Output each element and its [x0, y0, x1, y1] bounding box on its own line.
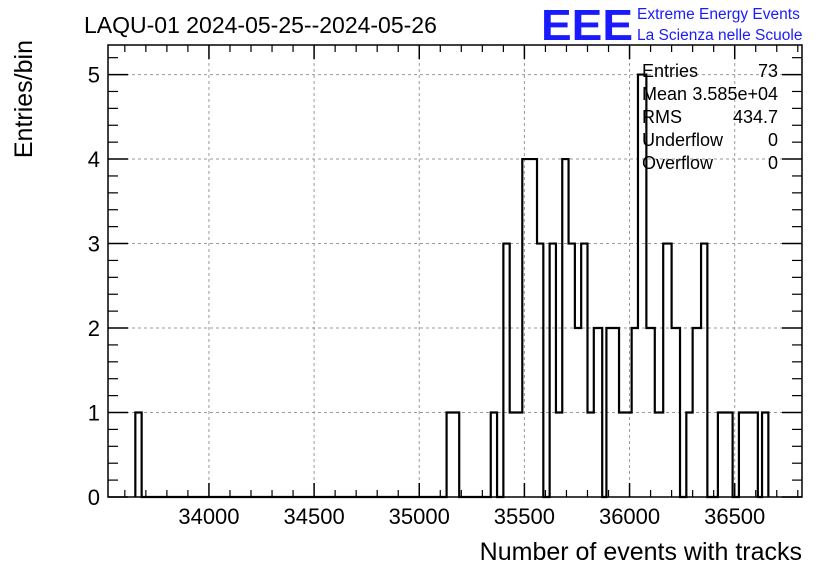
- logo-mark: EEE: [541, 1, 633, 50]
- histogram-bar: [581, 244, 587, 497]
- histogram-bar: [672, 328, 680, 497]
- stat-underflow-label: Underflow: [642, 130, 724, 150]
- x-tick-label: 34000: [178, 504, 239, 529]
- x-tick-label: 34500: [284, 504, 345, 529]
- histogram-bar: [739, 413, 758, 497]
- histogram-bar: [537, 244, 543, 497]
- histogram-bar: [663, 244, 671, 497]
- histogram-bar: [575, 328, 581, 497]
- y-tick-label: 0: [88, 485, 100, 510]
- histogram-bar: [655, 413, 663, 497]
- y-tick-label: 5: [88, 63, 100, 88]
- histogram-bar: [550, 244, 556, 497]
- histogram-bar: [556, 413, 562, 497]
- axis-ticks: [108, 45, 802, 498]
- logo-line1: Extreme Energy Events: [637, 6, 800, 23]
- y-tick-label: 2: [88, 316, 100, 341]
- logo-line2: La Scienza nelle Scuole: [637, 27, 802, 44]
- x-axis-label: Number of events with tracks: [480, 538, 802, 566]
- histogram-outline: [134, 73, 770, 499]
- histogram-bar: [701, 244, 707, 497]
- y-axis-label: Entries/bin: [10, 40, 38, 158]
- x-tick-labels: 34000 34500 35000 35500 36000 36500: [178, 504, 765, 529]
- histogram-bar: [562, 159, 568, 497]
- stat-entries-label: Entries: [642, 61, 698, 81]
- chart-title: LAQU-01 2024-05-25--2024-05-26: [84, 12, 437, 38]
- histogram-bar: [632, 328, 638, 497]
- histogram-bar: [510, 413, 523, 497]
- x-tick-label: 35500: [494, 504, 555, 529]
- y-tick-label: 3: [88, 232, 100, 257]
- histogram-bar: [587, 413, 593, 497]
- histogram-bar: [693, 328, 701, 497]
- histogram-bar: [646, 328, 654, 497]
- stat-underflow-value: 0: [768, 130, 778, 150]
- histogram-bar: [569, 244, 575, 497]
- histogram-bar: [522, 159, 537, 497]
- histogram-bar: [762, 413, 768, 497]
- histogram-bar: [503, 244, 509, 497]
- plot-frame: [107, 44, 803, 498]
- stats-box: Entries 73 Mean 3.585e+04 RMS 434.7 Unde…: [642, 61, 778, 173]
- stat-rms-value: 434.7: [733, 107, 778, 127]
- histogram-bar: [606, 328, 619, 497]
- histogram-bar: [135, 413, 141, 497]
- eee-logo: EEE Extreme Energy Events La Scienza nel…: [541, 1, 802, 50]
- stat-mean-label: Mean: [642, 84, 687, 104]
- x-tick-label: 36000: [599, 504, 660, 529]
- histogram-bar: [594, 328, 602, 497]
- stat-overflow-label: Overflow: [642, 153, 714, 173]
- histogram-bar: [686, 413, 692, 497]
- histogram-bar: [447, 413, 460, 497]
- x-tick-label: 35000: [389, 504, 450, 529]
- x-tick-label: 36500: [704, 504, 765, 529]
- stat-rms-label: RMS: [642, 107, 682, 127]
- stat-entries-value: 73: [758, 61, 778, 81]
- y-tick-labels: 0 1 2 3 4 5: [88, 63, 100, 510]
- y-tick-label: 1: [88, 401, 100, 426]
- stat-overflow-value: 0: [768, 153, 778, 173]
- histogram-bar: [491, 413, 497, 497]
- stat-mean-value: 3.585e+04: [692, 84, 778, 104]
- histogram-bar: [718, 413, 733, 497]
- y-tick-label: 4: [88, 147, 100, 172]
- histogram-bar: [619, 413, 632, 497]
